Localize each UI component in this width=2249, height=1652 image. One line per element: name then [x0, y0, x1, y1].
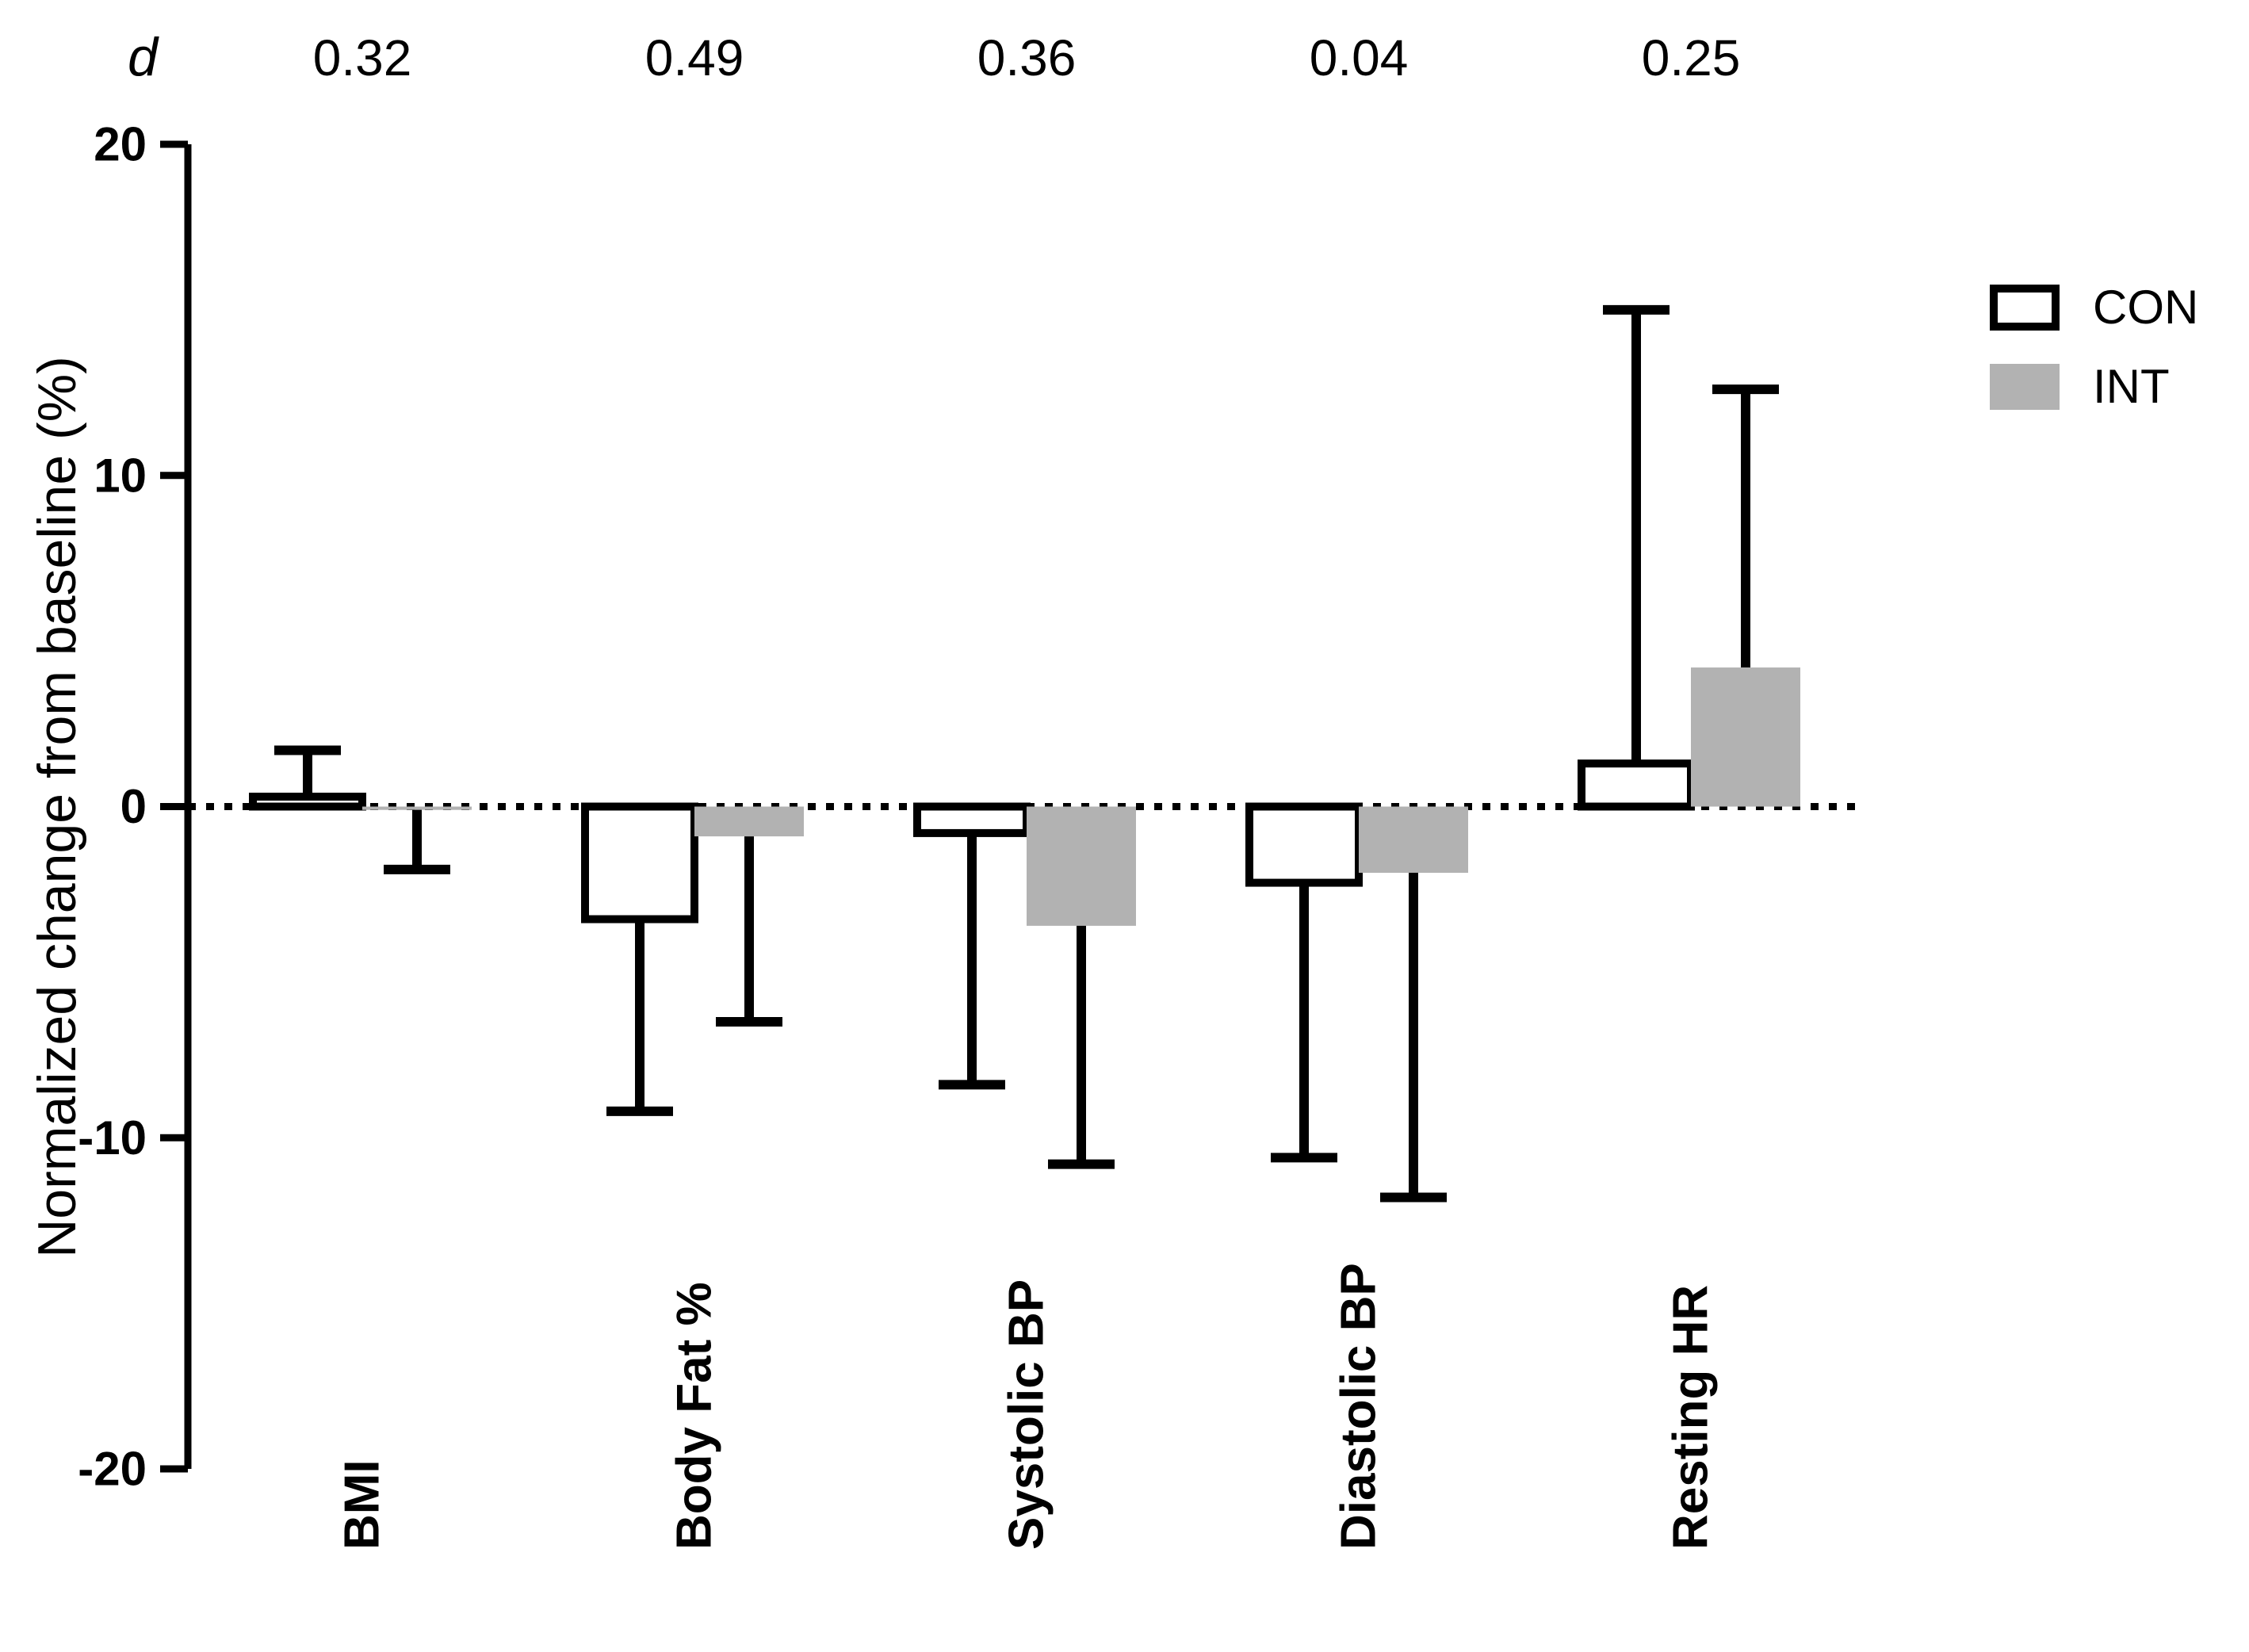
effect-size-value-resting-hr: 0.25: [1642, 29, 1741, 86]
category-label-bmi: BMI: [335, 1459, 390, 1550]
y-axis-title: Normalized change from baseline (%): [27, 356, 87, 1258]
effect-size-value-systolic-bp: 0.36: [977, 29, 1077, 86]
bar-int-body-fat: [694, 806, 804, 837]
legend: CON INT: [1990, 284, 2198, 411]
legend-item-con: CON: [1990, 284, 2198, 331]
y-axis-tick-label: -10: [78, 1111, 147, 1164]
category-label-body-fat: Body Fat %: [667, 1282, 722, 1550]
effect-size-value-bmi: 0.32: [313, 29, 412, 86]
bar-con-diastolic-bp: [1245, 802, 1363, 887]
bar-con-body-fat: [581, 802, 698, 924]
legend-swatch-int-icon: [1990, 364, 2060, 410]
effect-size-label: d: [128, 27, 159, 87]
legend-label-int: INT: [2093, 360, 2170, 413]
legend-swatch-con-icon: [1990, 285, 2060, 331]
category-label-systolic-bp: Systolic BP: [1000, 1279, 1054, 1550]
bar-int-diastolic-bp: [1359, 806, 1468, 874]
bar-con-systolic-bp: [913, 802, 1031, 837]
y-axis-tick-label: 10: [94, 449, 147, 502]
effect-size-value-body-fat: 0.49: [645, 29, 744, 86]
category-label-diastolic-bp: Diastolic BP: [1332, 1263, 1387, 1550]
bar-int-bmi: [362, 806, 472, 810]
legend-label-con: CON: [2093, 281, 2199, 334]
y-axis-tick-label: -20: [78, 1443, 147, 1496]
bar-int-resting-hr: [1691, 667, 1800, 807]
y-axis-tick-label: 20: [94, 118, 147, 171]
bar-con-resting-hr: [1578, 759, 1695, 811]
y-axis-tick-label: 0: [120, 780, 147, 833]
effect-size-value-diastolic-bp: 0.04: [1310, 29, 1409, 86]
bar-con-bmi: [249, 792, 366, 811]
plot-area: 20 10 0 -10 -20 0.32 0.49 0.36 0.04 0.25 BMI Body F…: [78, 29, 1859, 1550]
category-label-resting-hr: Resting HR: [1664, 1285, 1719, 1550]
bar-int-systolic-bp: [1027, 806, 1136, 926]
legend-item-int: INT: [1990, 363, 2198, 411]
